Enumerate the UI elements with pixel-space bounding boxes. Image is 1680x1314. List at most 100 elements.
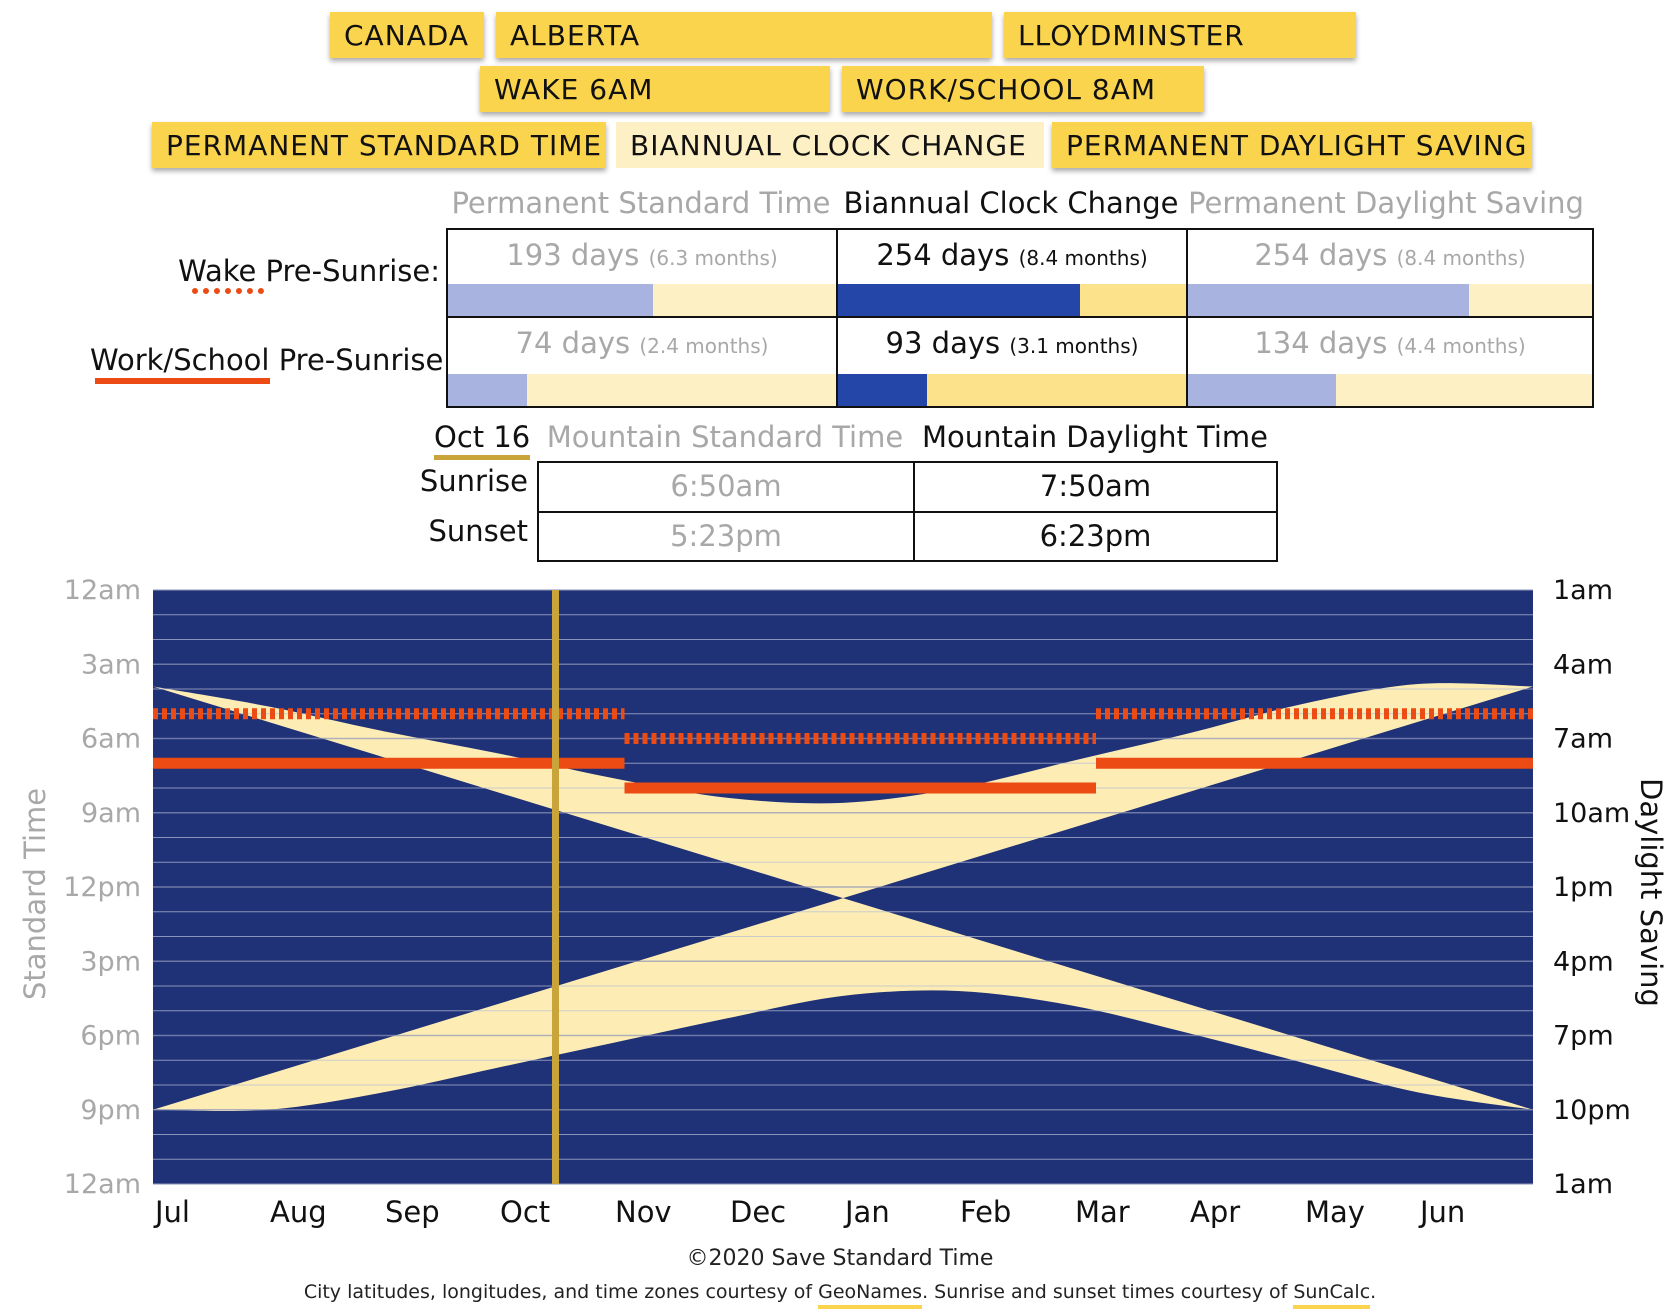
mode-biannual-label: BIANNUAL CLOCK CHANGE: [630, 128, 1027, 162]
credits: City latitudes, longitudes, and time zon…: [0, 1281, 1680, 1309]
wake-biannual-months: (8.4 months): [1018, 246, 1148, 270]
x-tick: May: [1305, 1195, 1365, 1229]
credit-text-2: . Sunrise and sunset times courtesy of: [922, 1281, 1294, 1303]
x-tick: Mar: [1075, 1195, 1130, 1229]
credit-text-1: City latitudes, longitudes, and time zon…: [303, 1281, 819, 1303]
work-biannual-days: 93 days: [885, 326, 1001, 360]
work-daylight-fill: [1188, 374, 1337, 406]
work-biannual-fill: [838, 374, 927, 406]
work-daylight-cell: 134 days (4.4 months): [1186, 316, 1594, 408]
daylight-area: [153, 683, 1533, 1112]
work-daylight-days: 134 days: [1254, 326, 1388, 360]
y-right-tick: 10pm: [1553, 1095, 1631, 1126]
y-left-tick: 6pm: [80, 1021, 141, 1052]
wake-rest: Pre-Sunrise:: [265, 254, 440, 288]
header-daylight: Permanent Daylight Saving: [1188, 186, 1584, 220]
suncalc-link[interactable]: SunCalc: [1293, 1281, 1371, 1309]
day-header-standard: Mountain Standard Time: [546, 420, 904, 454]
wake-key: Wake: [178, 254, 257, 288]
wake-standard-months: (6.3 months): [648, 246, 778, 270]
sunset-daylight: 6:23pm: [913, 511, 1278, 562]
wake-standard-days: 193 days: [506, 238, 640, 272]
row-label-wake: Wake Pre-Sunrise:: [150, 254, 440, 288]
city-label: LLOYDMINSTER: [1018, 18, 1245, 52]
y-left-tick: 12am: [64, 1169, 141, 1200]
y-left-tick: 9am: [81, 798, 141, 829]
x-tick: Feb: [960, 1195, 1011, 1229]
work-line-legend: [95, 378, 270, 384]
mode-daylight-button[interactable]: PERMANENT DAYLIGHT SAVING: [1052, 122, 1532, 168]
work-rest: Pre-Sunrise:: [278, 343, 454, 377]
header-standard: Permanent Standard Time: [451, 186, 831, 220]
country-label: CANADA: [344, 18, 470, 52]
y-left-tick: 9pm: [80, 1095, 141, 1126]
x-tick: Sep: [385, 1195, 440, 1229]
wake-daylight-days: 254 days: [1254, 238, 1388, 272]
city-selector[interactable]: LLOYDMINSTER: [1004, 12, 1356, 58]
wake-standard-cell: 193 days (6.3 months): [446, 228, 838, 318]
wake-daylight-months: (8.4 months): [1396, 246, 1526, 270]
wake-biannual-cell: 254 days (8.4 months): [836, 228, 1188, 318]
work-standard-fill: [448, 374, 527, 406]
mode-standard-button[interactable]: PERMANENT STANDARD TIME: [152, 122, 606, 168]
work-standard-cell: 74 days (2.4 months): [446, 316, 838, 408]
wake-biannual-days: 254 days: [876, 238, 1010, 272]
x-tick: Jul: [153, 1195, 190, 1229]
y-left-tick: 12pm: [63, 872, 141, 903]
work-standard-days: 74 days: [515, 326, 631, 360]
y-right-tick: 1pm: [1553, 872, 1614, 903]
wake-time-label: WAKE 6AM: [494, 72, 654, 106]
y-right-title: Daylight Saving: [1634, 778, 1668, 1007]
y-left-tick: 3am: [81, 649, 141, 680]
y-left-title-wrap: Standard Time: [10, 788, 70, 1030]
x-tick: Jan: [843, 1195, 890, 1229]
wake-line-legend: [192, 288, 264, 294]
y-right-tick: 10am: [1553, 798, 1630, 829]
wake-biannual-fill: [838, 284, 1081, 316]
x-tick: Nov: [615, 1195, 672, 1229]
work-time-selector[interactable]: WORK/SCHOOL 8AM: [842, 66, 1204, 112]
work-biannual-months: (3.1 months): [1009, 334, 1139, 358]
work-key: Work/School: [90, 343, 270, 377]
country-selector[interactable]: CANADA: [330, 12, 484, 58]
wake-standard-fill: [448, 284, 654, 316]
credit-text-3: .: [1370, 1281, 1377, 1303]
y-left-tick: 12am: [64, 575, 141, 606]
y-left-title: Standard Time: [18, 787, 52, 1000]
row-label-work: Work/School Pre-Sunrise:: [90, 343, 453, 377]
x-tick: Dec: [730, 1195, 786, 1229]
y-right-title-wrap: Daylight Saving: [1634, 778, 1680, 1007]
mode-standard-label: PERMANENT STANDARD TIME: [166, 128, 603, 162]
geonames-link[interactable]: GeoNames: [818, 1281, 923, 1309]
sunrise-label: Sunrise: [419, 464, 528, 498]
y-right-tick: 1am: [1553, 575, 1613, 606]
x-tick: Apr: [1190, 1195, 1240, 1229]
x-tick: Aug: [270, 1195, 327, 1229]
sunset-standard: 5:23pm: [537, 511, 915, 562]
wake-daylight-fill: [1188, 284, 1470, 316]
y-right-tick: 7pm: [1553, 1021, 1614, 1052]
y-right-tick: 4am: [1553, 649, 1613, 680]
work-time-label: WORK/SCHOOL 8AM: [856, 72, 1157, 106]
x-tick: Oct: [500, 1195, 550, 1229]
province-selector[interactable]: ALBERTA: [496, 12, 992, 58]
y-right-tick: 7am: [1553, 724, 1613, 755]
province-label: ALBERTA: [510, 18, 641, 52]
copyright: ©2020 Save Standard Time: [686, 1246, 994, 1271]
y-left-tick: 6am: [81, 724, 141, 755]
mode-biannual-button[interactable]: BIANNUAL CLOCK CHANGE: [616, 122, 1044, 168]
mode-daylight-label: PERMANENT DAYLIGHT SAVING: [1066, 128, 1528, 162]
y-left-tick: 3pm: [80, 946, 141, 977]
x-tick: Jun: [1418, 1195, 1465, 1229]
day-header-daylight: Mountain Daylight Time: [921, 420, 1269, 454]
wake-time-selector[interactable]: WAKE 6AM: [480, 66, 830, 112]
header-biannual: Biannual Clock Change: [843, 186, 1179, 220]
work-daylight-months: (4.4 months): [1396, 334, 1526, 358]
wake-daylight-cell: 254 days (8.4 months): [1186, 228, 1594, 318]
selected-date: Oct 16: [434, 420, 531, 460]
y-right-tick: 4pm: [1553, 946, 1614, 977]
work-standard-months: (2.4 months): [639, 334, 769, 358]
y-right-tick: 1am: [1553, 1169, 1613, 1200]
sunset-label: Sunset: [428, 514, 529, 548]
